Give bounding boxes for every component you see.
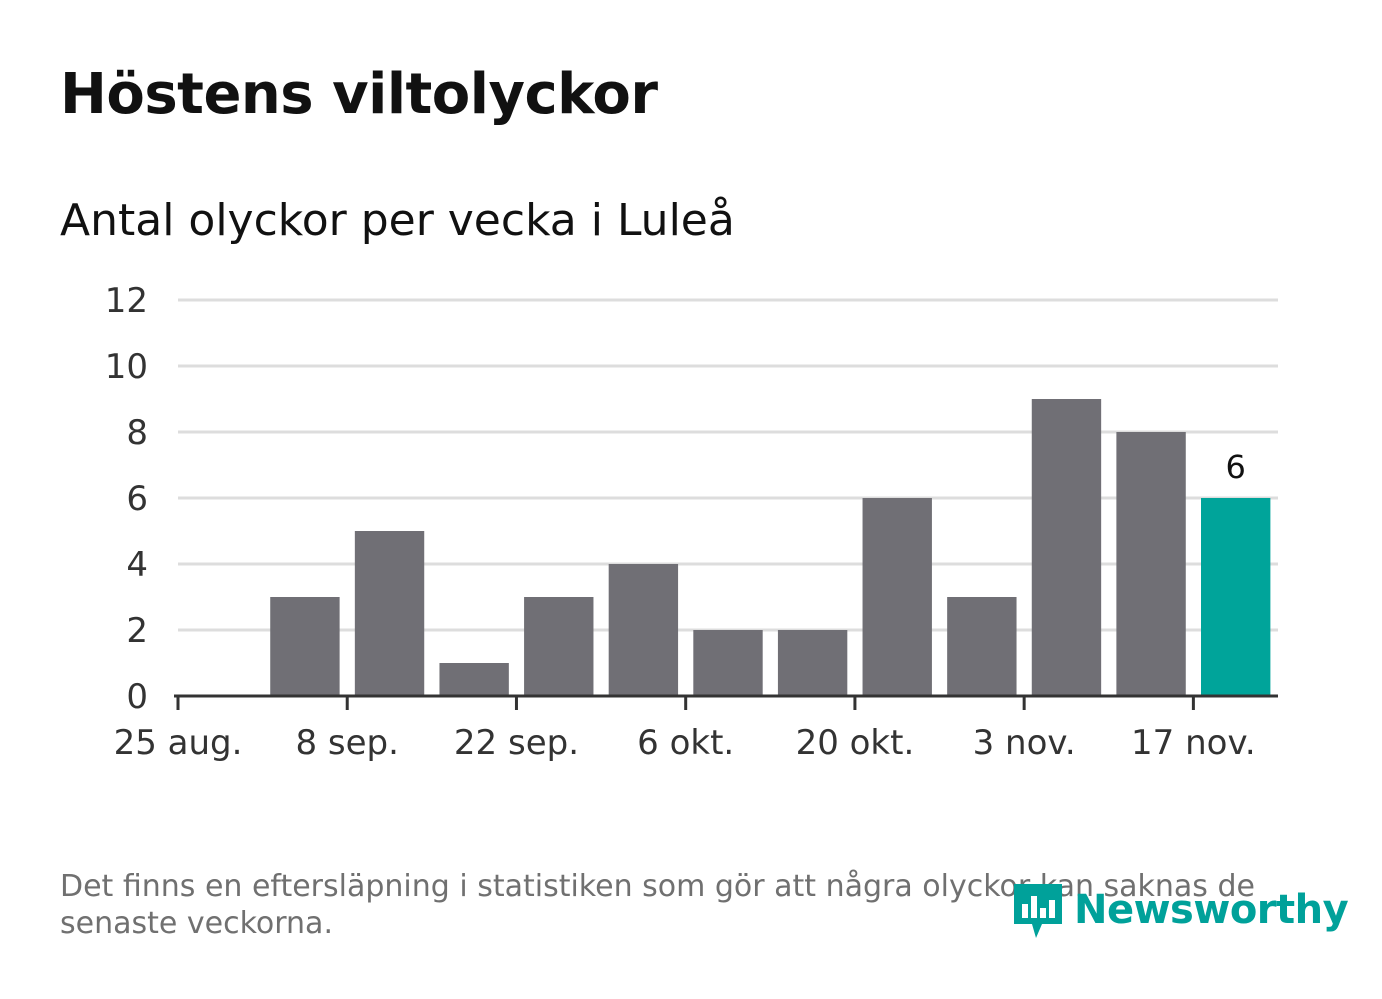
newsworthy-logo-text: Newsworthy [1074, 887, 1349, 933]
newsworthy-logo: Newsworthy [1012, 878, 1349, 942]
y-tick-label: 4 [126, 545, 148, 585]
bar [608, 564, 679, 696]
bar [354, 531, 425, 696]
x-tick-label: 8 sep. [295, 723, 398, 763]
bar-chart: 0 2 4 6 8 10 12 6 25 aug. 8 sep. 22 sep. 6 okt. 20 o… [105, 281, 1278, 763]
data-label: 6 [1226, 448, 1246, 486]
bar [270, 597, 340, 696]
newsworthy-logo-icon [1014, 884, 1062, 938]
y-tick-label: 2 [126, 611, 148, 651]
x-tick-label: 22 sep. [454, 723, 579, 763]
bar [947, 597, 1017, 696]
x-tick-label: 17 nov. [1131, 723, 1256, 763]
y-tick-label: 0 [126, 677, 148, 717]
y-tick-label: 10 [105, 347, 148, 387]
x-tick-label: 6 okt. [637, 723, 734, 763]
y-tick-label: 6 [126, 479, 148, 519]
bar [439, 663, 509, 696]
bar-highlight [1201, 498, 1271, 696]
x-tick-label: 20 okt. [796, 723, 915, 763]
x-tick-label: 3 nov. [973, 723, 1076, 763]
chart-subtitle: Antal olyckor per vecka i Luleå [60, 195, 735, 246]
bar [862, 498, 932, 696]
bar [1116, 432, 1186, 696]
y-tick-label: 12 [105, 281, 148, 321]
x-tick-label: 25 aug. [114, 723, 243, 763]
bar [777, 630, 848, 696]
bar [524, 597, 594, 696]
y-tick-label: 8 [126, 413, 148, 453]
bar [693, 630, 763, 696]
chart-title: Höstens viltolyckor [60, 62, 658, 127]
bar [1031, 399, 1102, 696]
